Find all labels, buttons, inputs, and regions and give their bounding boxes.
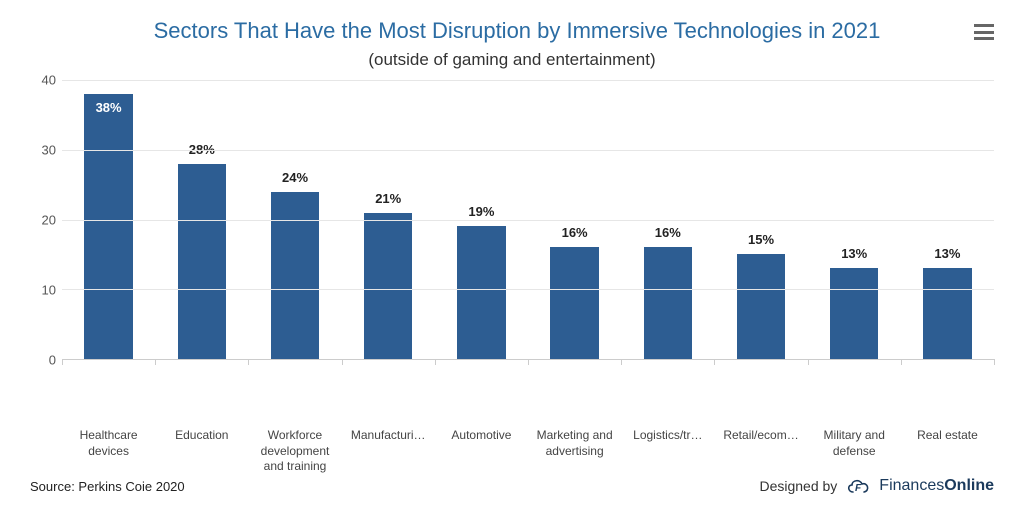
bar-value-label: 13%: [934, 246, 960, 261]
x-tickmark: [528, 359, 529, 365]
x-tickmark: [714, 359, 715, 365]
gridline: [62, 80, 994, 81]
bar: 38%: [84, 94, 132, 359]
designed-by-label: Designed by: [759, 478, 837, 494]
x-tickmark: [901, 359, 902, 365]
bar-value-label: 16%: [655, 225, 681, 240]
x-axis-label: Logistics/tr…: [621, 420, 714, 475]
x-tickmark: [994, 359, 995, 365]
footer: Source: Perkins Coie 2020 Designed by F …: [30, 475, 994, 497]
source-text: Source: Perkins Coie 2020: [30, 479, 185, 494]
x-tickmark: [62, 359, 63, 365]
bar-value-label: 16%: [562, 225, 588, 240]
brand-text: FinancesOnline: [879, 477, 994, 495]
bar-value-label: 19%: [468, 204, 494, 219]
x-axis-labels: Healthcare devicesEducationWorkforce dev…: [62, 420, 994, 475]
y-tick-label: 40: [42, 73, 56, 88]
bar: 21%: [364, 213, 412, 359]
bar: 13%: [830, 268, 878, 359]
x-axis-label: Education: [155, 420, 248, 475]
y-tick-label: 30: [42, 143, 56, 158]
bar: 24%: [271, 192, 319, 359]
bar-value-label: 15%: [748, 232, 774, 247]
plot-area: 38% 28% 24% 21% 19% 16% 16% 15% 13% 13%: [62, 80, 994, 360]
svg-text:F: F: [855, 483, 862, 494]
x-axis-label: Military and defense: [808, 420, 901, 475]
x-tickmark: [342, 359, 343, 365]
y-axis: 010203040: [30, 80, 62, 360]
hamburger-menu-icon[interactable]: [974, 24, 994, 40]
x-axis-label: Automotive: [435, 420, 528, 475]
bar-value-label: 21%: [375, 191, 401, 206]
bar: 19%: [457, 226, 505, 359]
chart-container: Sectors That Have the Most Disruption by…: [0, 0, 1024, 511]
designed-by: Designed by F FinancesOnline: [759, 475, 994, 497]
x-axis-label: Real estate: [901, 420, 994, 475]
cloud-icon: F: [845, 475, 873, 497]
bar: 16%: [644, 247, 692, 359]
bar: 28%: [178, 164, 226, 359]
header-row: Sectors That Have the Most Disruption by…: [30, 18, 994, 44]
x-tickmark: [248, 359, 249, 365]
y-tick-label: 20: [42, 213, 56, 228]
gridline: [62, 289, 994, 290]
x-axis-label: Retail/ecom…: [714, 420, 807, 475]
x-axis-label: Marketing and advertising: [528, 420, 621, 475]
x-axis-label: Healthcare devices: [62, 420, 155, 475]
chart-area: 010203040 38%28%24%21%19%16%16%15%13%13%: [30, 80, 994, 420]
bar: 15%: [737, 254, 785, 359]
x-axis-label: Manufacturi…: [342, 420, 435, 475]
brand-logo: F FinancesOnline: [845, 475, 994, 497]
gridline: [62, 150, 994, 151]
bar-value-label: 13%: [841, 246, 867, 261]
x-tickmark: [155, 359, 156, 365]
bar: 13%: [923, 268, 971, 359]
x-tickmark: [808, 359, 809, 365]
x-tickmark: [621, 359, 622, 365]
bar-value-label: 38%: [96, 100, 122, 115]
bar-value-label: 24%: [282, 170, 308, 185]
x-tickmark: [435, 359, 436, 365]
x-axis-label: Workforce development and training: [248, 420, 341, 475]
y-tick-label: 10: [42, 283, 56, 298]
chart-subtitle: (outside of gaming and entertainment): [30, 50, 994, 70]
y-tick-label: 0: [49, 353, 56, 368]
bar: 16%: [550, 247, 598, 359]
gridline: [62, 220, 994, 221]
chart-title: Sectors That Have the Most Disruption by…: [60, 18, 974, 44]
